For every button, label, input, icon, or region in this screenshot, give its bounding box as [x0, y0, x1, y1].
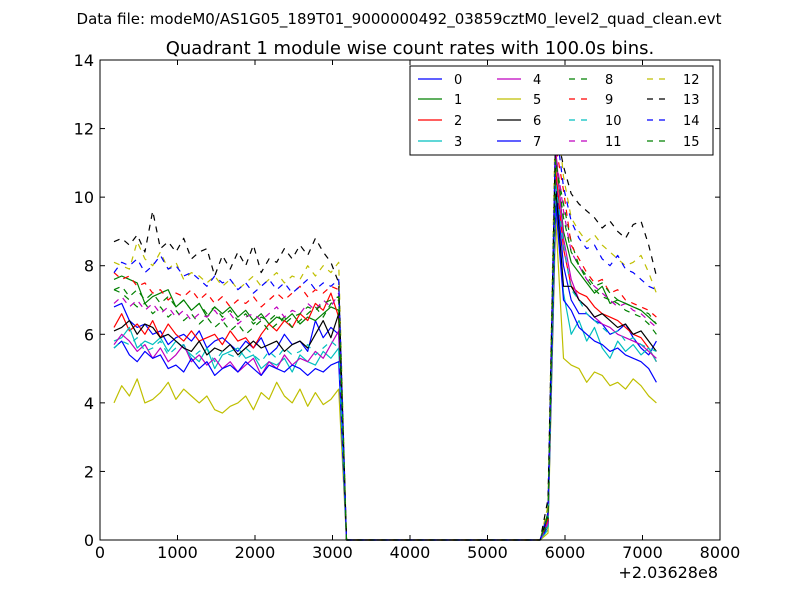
y-tick-label: 4: [84, 394, 94, 413]
x-tick-label: 1000: [157, 543, 198, 562]
legend-box: [409, 65, 714, 156]
x-axis-ticks: 0 1000 2000 3000 4000 5000 6000 7000 8000: [95, 60, 740, 562]
series-line-3: [113, 196, 657, 541]
series-line-8: [113, 162, 657, 541]
x-tick-label: 0: [95, 543, 105, 562]
x-tick-label: 4000: [390, 543, 431, 562]
y-tick-label: 10: [74, 188, 94, 207]
x-tick-label: 6000: [545, 543, 586, 562]
y-tick-label: 12: [74, 120, 94, 139]
series-line-5: [113, 217, 657, 541]
series-line-13: [113, 128, 657, 541]
legend-label-0: 0: [454, 73, 462, 88]
legend-label-3: 3: [454, 135, 462, 150]
series-line-10: [113, 182, 657, 541]
chart-suptitle: Data file: modeM0/AS1G05_189T01_90000004…: [77, 10, 722, 29]
legend-label-14: 14: [683, 114, 700, 129]
series-line-7: [113, 203, 657, 541]
legend-label-11: 11: [605, 135, 622, 150]
y-tick-label: 8: [84, 257, 94, 276]
series-line-0: [113, 179, 657, 541]
series-line-1: [113, 155, 657, 541]
legend-label-12: 12: [683, 73, 700, 88]
y-tick-label: 6: [84, 325, 94, 344]
x-tick-label: 3000: [312, 543, 353, 562]
y-tick-label: 2: [84, 462, 94, 481]
plot-lines: [113, 97, 657, 541]
legend-label-8: 8: [605, 73, 613, 88]
x-tick-label: 2000: [235, 543, 276, 562]
x-axis-offset-label: +2.03628e8: [618, 563, 718, 582]
x-tick-label: 8000: [700, 543, 741, 562]
legend-label-6: 6: [533, 114, 541, 129]
chart-title: Quadrant 1 module wise count rates with …: [166, 38, 655, 59]
legend-label-9: 9: [605, 93, 613, 108]
series-line-9: [113, 145, 657, 541]
series-line-12: [113, 97, 657, 541]
legend-label-13: 13: [683, 93, 700, 108]
y-tick-label: 0: [84, 531, 94, 550]
legend-label-2: 2: [454, 114, 462, 129]
series-line-11: [113, 152, 657, 541]
series-line-15: [113, 158, 657, 541]
legend-label-10: 10: [605, 114, 622, 129]
series-line-14: [113, 124, 657, 541]
x-tick-label: 5000: [467, 543, 508, 562]
legend-label-4: 4: [533, 73, 541, 88]
series-line-4: [113, 148, 657, 541]
legend-label-5: 5: [533, 93, 541, 108]
legend-label-1: 1: [454, 93, 462, 108]
y-tick-label: 14: [74, 51, 94, 70]
legend-label-15: 15: [683, 135, 700, 150]
legend-label-7: 7: [533, 135, 541, 150]
x-tick-label: 7000: [622, 543, 663, 562]
